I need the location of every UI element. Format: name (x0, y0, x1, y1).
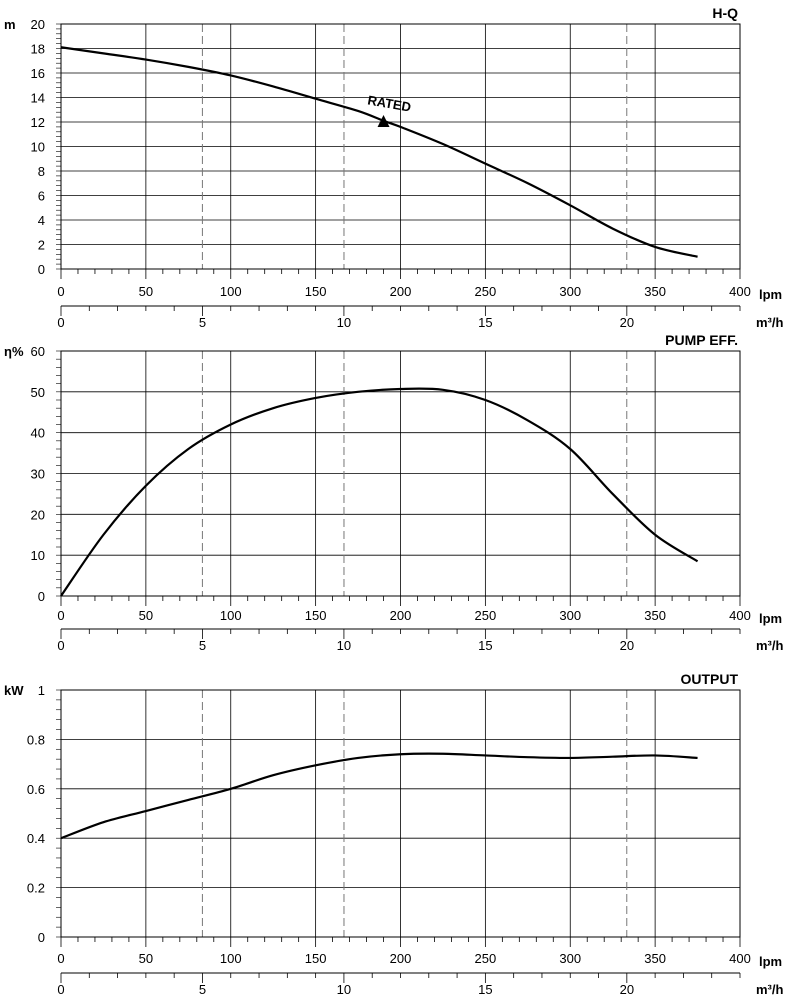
x-tick-label-m3h: 20 (620, 638, 634, 653)
x-tick-label-lpm: 350 (644, 608, 666, 623)
y-tick-label: 0 (38, 930, 45, 945)
chart-title: PUMP EFF. (665, 332, 738, 348)
y-tick-label: 0 (38, 262, 45, 277)
x-tick-label-lpm: 300 (559, 284, 581, 299)
y-tick-label: 2 (38, 238, 45, 253)
x-tick-label-lpm: 100 (220, 608, 242, 623)
x-tick-label-m3h: 5 (199, 315, 206, 330)
x-tick-label-lpm: 250 (475, 284, 497, 299)
y-tick-label: 0.6 (27, 782, 45, 797)
series-line-h-q (60, 46, 698, 258)
x-tick-label-lpm: 150 (305, 284, 327, 299)
x-tick-label-m3h: 15 (478, 638, 492, 653)
y-tick-label: 4 (38, 213, 45, 228)
x-axis-label-m3h: m³/h (756, 638, 784, 653)
x-tick-label-lpm: 50 (139, 608, 153, 623)
chart-title: OUTPUT (680, 671, 738, 687)
x-tick-label-lpm: 150 (305, 951, 327, 966)
x-tick-label-lpm: 200 (390, 284, 412, 299)
y-tick-label: 1 (38, 683, 45, 698)
x-tick-label-lpm: 50 (139, 284, 153, 299)
x-tick-label-m3h: 5 (199, 982, 206, 997)
series-line-pump-eff- (60, 387, 699, 597)
x-tick-label-lpm: 200 (390, 951, 412, 966)
x-tick-label-lpm: 0 (57, 951, 64, 966)
x-tick-label-lpm: 200 (390, 608, 412, 623)
x-axis-label-lpm: lpm (759, 954, 782, 969)
rated-label: RATED (366, 92, 412, 114)
x-tick-label-lpm: 100 (220, 284, 242, 299)
y-tick-label: 8 (38, 164, 45, 179)
x-tick-label-m3h: 10 (337, 638, 351, 653)
x-tick-label-m3h: 20 (620, 315, 634, 330)
y-tick-label: 40 (31, 426, 45, 441)
chart-2: 0 10 20 30 40 50 60 0 50 100 150 200 250 300 350 400 0 5 1… (4, 332, 784, 653)
x-tick-label-m3h: 20 (620, 982, 634, 997)
y-tick-label: 0.2 (27, 881, 45, 896)
x-tick-label-m3h: 5 (199, 638, 206, 653)
y-tick-label: 16 (31, 66, 45, 81)
y-tick-label: 10 (31, 548, 45, 563)
x-tick-label-m3h: 15 (478, 315, 492, 330)
plot-frame (60, 23, 741, 270)
x-tick-label-lpm: 400 (729, 608, 751, 623)
x-tick-label-lpm: 300 (559, 608, 581, 623)
rated-point-marker (377, 115, 390, 127)
y-tick-label: 10 (31, 140, 45, 155)
x-tick-label-m3h: 15 (478, 982, 492, 997)
plot-frame (60, 689, 741, 938)
y-axis-label: kW (4, 683, 24, 698)
x-tick-label-m3h: 10 (337, 982, 351, 997)
chart-title: H-Q (712, 5, 738, 21)
y-tick-label: 0.8 (27, 732, 45, 747)
x-tick-label-m3h: 0 (57, 315, 64, 330)
x-tick-label-m3h: 0 (57, 982, 64, 997)
y-tick-label: 18 (31, 42, 45, 57)
plot-frame (60, 350, 741, 597)
x-tick-label-m3h: 0 (57, 638, 64, 653)
y-axis-label: m (4, 17, 16, 32)
y-tick-label: 0.4 (27, 831, 45, 846)
x-tick-label-lpm: 0 (57, 608, 64, 623)
y-tick-label: 12 (31, 115, 45, 130)
x-tick-label-lpm: 150 (305, 608, 327, 623)
x-tick-label-lpm: 0 (57, 284, 64, 299)
x-tick-label-lpm: 250 (475, 951, 497, 966)
y-tick-label: 0 (38, 589, 45, 604)
y-tick-label: 20 (31, 507, 45, 522)
y-tick-label: 6 (38, 189, 45, 204)
y-tick-label: 30 (31, 467, 45, 482)
x-tick-label-lpm: 400 (729, 284, 751, 299)
x-axis-label-lpm: lpm (759, 611, 782, 626)
series-line-output (60, 752, 698, 840)
y-axis-label: η% (4, 344, 24, 359)
x-tick-label-m3h: 10 (337, 315, 351, 330)
x-tick-label-lpm: 350 (644, 951, 666, 966)
x-tick-label-lpm: 250 (475, 608, 497, 623)
y-tick-label: 60 (31, 344, 45, 359)
x-tick-label-lpm: 100 (220, 951, 242, 966)
x-tick-label-lpm: 50 (139, 951, 153, 966)
y-tick-label: 14 (31, 91, 45, 106)
y-tick-label: 20 (31, 17, 45, 32)
x-tick-label-lpm: 300 (559, 951, 581, 966)
x-tick-label-lpm: 350 (644, 284, 666, 299)
y-tick-label: 50 (31, 385, 45, 400)
x-axis-label-m3h: m³/h (756, 315, 784, 330)
x-tick-label-lpm: 400 (729, 951, 751, 966)
x-axis-label-m3h: m³/h (756, 982, 784, 997)
x-axis-label-lpm: lpm (759, 287, 782, 302)
